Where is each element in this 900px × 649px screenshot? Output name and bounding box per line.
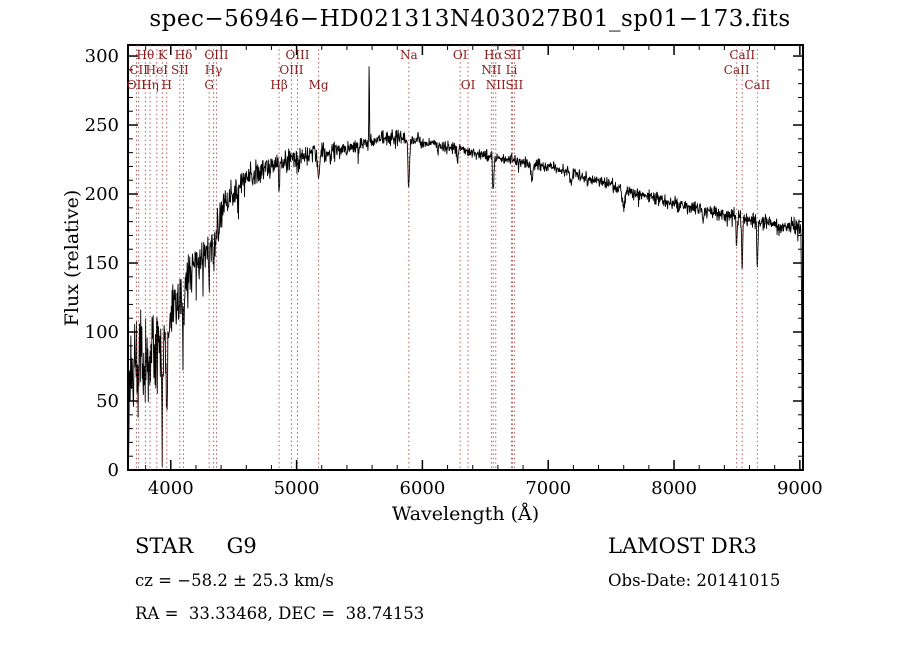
y-tick-label: 100 xyxy=(85,322,119,343)
spectral-line-label: OIII xyxy=(279,63,303,77)
spectral-line-label: Hθ xyxy=(137,48,155,62)
spectral-line-label: Hβ xyxy=(270,78,287,92)
spectral-line-label: OII xyxy=(127,78,147,92)
spectral-line-label: OIII xyxy=(285,48,309,62)
spectral-line-label: HeI xyxy=(146,63,169,77)
x-tick-label: 8000 xyxy=(651,478,697,499)
spectral-line-label: CII xyxy=(129,63,148,77)
ra-dec-label: RA = 33.33468, DEC = 38.74153 xyxy=(135,604,425,623)
obs-date-label: Obs-Date: 20141015 xyxy=(608,571,781,590)
survey-release-label: LAMOST DR3 xyxy=(608,534,757,558)
spectral-line-label: K xyxy=(158,48,168,62)
spectral-line-label: Li xyxy=(506,63,518,77)
spectral-line-label: OI xyxy=(453,48,468,62)
spectral-line-label: Hγ xyxy=(205,63,223,77)
spectral-line-label: Hδ xyxy=(175,48,193,62)
spectral-line-label: OI xyxy=(461,78,476,92)
spectral-line-label: Hη xyxy=(141,78,159,92)
y-tick-label: 200 xyxy=(85,184,119,205)
spectral-line-label: CaII xyxy=(744,78,770,92)
spectral-line-label: SII xyxy=(504,48,522,62)
plot-title: spec−56946−HD021313N403027B01_sp01−173.f… xyxy=(149,6,791,32)
spectrum-trace xyxy=(127,66,803,467)
spectral-line-label: SII xyxy=(506,78,524,92)
y-tick-label: 150 xyxy=(85,253,119,274)
x-tick-label: 4000 xyxy=(148,478,194,499)
spectral-line-label: SII xyxy=(171,63,189,77)
y-axis-label: Flux (relative) xyxy=(61,189,83,327)
plot-frame xyxy=(127,44,804,471)
spectral-line-label: NII xyxy=(481,63,501,77)
spectral-line-label: Hα xyxy=(484,48,503,62)
spectral-line-label: NII xyxy=(486,78,506,92)
x-tick-label: 5000 xyxy=(274,478,320,499)
spectral-line-label: CaII xyxy=(729,48,755,62)
object-class-label: STAR G9 xyxy=(135,534,257,558)
y-tick-label: 250 xyxy=(85,115,119,136)
y-tick-label: 50 xyxy=(96,391,119,412)
spectral-line-label: Na xyxy=(400,48,418,62)
radial-velocity-label: cz = −58.2 ± 25.3 km/s xyxy=(135,571,334,590)
x-axis-label: Wavelength (Å) xyxy=(391,503,540,525)
x-tick-label: 6000 xyxy=(400,478,446,499)
spectral-line-label: CaII xyxy=(724,63,750,77)
y-tick-label: 300 xyxy=(85,46,119,67)
x-tick-label: 9000 xyxy=(777,478,823,499)
spectral-line-label: G xyxy=(204,78,214,92)
spectral-line-label: H xyxy=(162,78,172,92)
y-tick-label: 0 xyxy=(108,460,119,481)
spectral-line-label: Mg xyxy=(309,78,329,92)
spectral-line-label: OIII xyxy=(204,48,228,62)
x-tick-label: 7000 xyxy=(525,478,571,499)
